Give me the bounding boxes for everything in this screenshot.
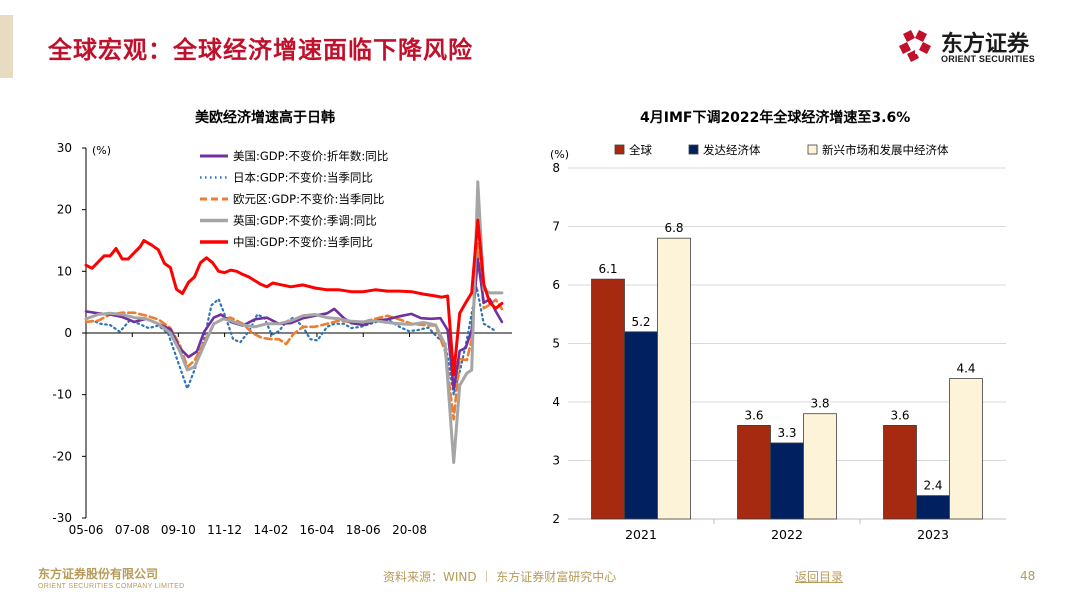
bar-global_bar — [591, 278, 625, 520]
footer-source: 资料来源：WIND ｜ 东方证券财富研究中心 — [383, 570, 617, 584]
bar-advanced_bar — [916, 495, 950, 520]
x-tick-label: 14-02 — [253, 523, 288, 537]
bar-advanced_bar — [624, 331, 658, 520]
y-tick-label: 8 — [552, 161, 560, 175]
y-tick-label: -10 — [52, 388, 72, 402]
legend-label-uk: 英国:GDP:不变价:季调:同比 — [233, 214, 377, 228]
y-tick-label: 30 — [57, 141, 72, 155]
logo-text-cn: 东方证券 — [941, 32, 1030, 57]
y-tick-label: 0 — [64, 326, 72, 340]
x-tick-label: 07-08 — [115, 523, 150, 537]
footer-company: 东方证券股份有限公司 ORIENT SECURITIES COMPANY LIM… — [38, 565, 184, 590]
accent-bar — [0, 15, 13, 78]
bar-value-label: 4.4 — [956, 362, 975, 376]
bar-emerging_bar — [803, 413, 837, 520]
legend-label-advanced_bar: 发达经济体 — [703, 143, 761, 157]
x-tick-label: 05-06 — [69, 523, 104, 537]
y-tick-label: 10 — [57, 264, 72, 278]
x-category-label: 2023 — [917, 527, 949, 542]
legend-swatch-emerging_bar — [807, 144, 818, 155]
bar-chart: 8 7 6 5 4 3 2 (%) 2021 6.1 5.2 6.8 2022 3.6 3.3 3.8 2023… — [550, 143, 1006, 542]
legend-swatch-advanced_bar — [688, 144, 699, 155]
bar-value-label: 6.8 — [664, 221, 683, 235]
back-to-contents-link[interactable]: 返回目录 — [795, 570, 844, 584]
legend-label-us: 美国:GDP:不变价:折年数:同比 — [233, 149, 388, 163]
y-unit-label: (%) — [550, 148, 569, 161]
company-logo: 东方证券 ORIENT SECURITIES — [893, 24, 1053, 68]
x-tick-label: 11-12 — [207, 523, 242, 537]
legend-label-euro: 欧元区:GDP:不变价:当季同比 — [233, 192, 384, 206]
x-tick-label: 09-10 — [161, 523, 196, 537]
legend-label-global_bar: 全球 — [629, 143, 652, 157]
y-unit-label: (%) — [92, 144, 111, 157]
line-series-japan — [84, 285, 497, 396]
bar-global_bar — [737, 424, 771, 520]
y-tick-label: 7 — [552, 220, 560, 234]
x-tick-label: 16-04 — [300, 523, 335, 537]
orient-logo-icon — [899, 30, 931, 62]
line-series-us — [84, 257, 504, 391]
bar-value-label: 6.1 — [598, 262, 617, 276]
bar-emerging_bar — [657, 237, 691, 520]
bar-value-label: 3.6 — [890, 408, 909, 422]
y-tick-label: 4 — [552, 395, 560, 409]
legend-label-china: 中国:GDP:不变价:当季同比 — [233, 235, 373, 249]
y-tick-label: 6 — [552, 278, 560, 292]
y-tick-label: 2 — [552, 512, 560, 526]
legend-label-emerging_bar: 新兴市场和发展中经济体 — [822, 143, 949, 157]
page-number: 48 — [1020, 569, 1036, 583]
bar-value-label: 3.6 — [744, 408, 763, 422]
legend-swatch-global_bar — [614, 144, 625, 155]
y-tick-label: -20 — [52, 449, 72, 463]
y-tick-label: 5 — [552, 337, 560, 351]
x-tick-label: 18-06 — [346, 523, 381, 537]
right-chart-title: 4月IMF下调2022年全球经济增速至3.6% — [640, 110, 911, 126]
x-category-label: 2022 — [771, 527, 803, 542]
y-tick-label: 3 — [552, 454, 560, 468]
y-tick-label: 20 — [57, 203, 72, 217]
bar-emerging_bar — [949, 378, 983, 520]
bar-global_bar — [883, 424, 917, 520]
bar-value-label: 5.2 — [631, 315, 650, 329]
line-series-china — [84, 218, 504, 377]
y-tick-label: -30 — [52, 511, 72, 525]
page-title: 全球宏观：全球经济增速面临下降风险 — [48, 35, 473, 64]
legend-label-japan: 日本:GDP:不变价:当季同比 — [233, 171, 373, 185]
x-tick-label: 20-08 — [392, 523, 427, 537]
bar-advanced_bar — [770, 442, 804, 520]
bar-value-label: 3.3 — [777, 426, 796, 440]
footer-company-cn: 东方证券股份有限公司 — [38, 567, 159, 581]
x-category-label: 2021 — [625, 527, 657, 542]
bar-value-label: 2.4 — [923, 479, 942, 493]
bar-value-label: 3.8 — [810, 397, 829, 411]
left-chart-title: 美欧经济增速高于日韩 — [195, 110, 335, 126]
footer-company-en: ORIENT SECURITIES COMPANY LIMITED — [38, 583, 185, 590]
logo-text-en: ORIENT SECURITIES — [941, 54, 1035, 64]
line-series-uk — [84, 180, 504, 464]
